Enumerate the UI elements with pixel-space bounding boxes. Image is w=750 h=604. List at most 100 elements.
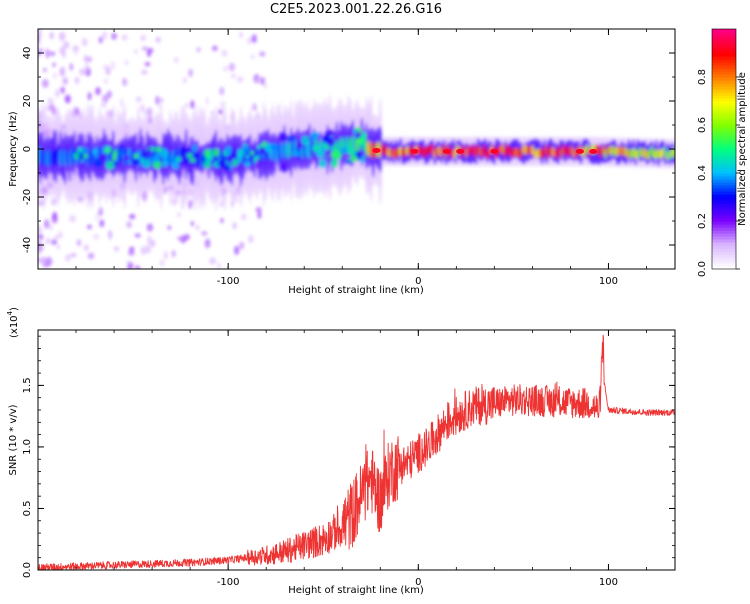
spectrogram-noise bbox=[87, 92, 92, 101]
colorbar-stripe bbox=[712, 203, 736, 207]
colorbar-stripe bbox=[712, 110, 736, 114]
spectrogram-noise bbox=[219, 86, 225, 96]
spectrogram-noise bbox=[151, 239, 155, 248]
spectrogram-peak bbox=[456, 148, 465, 154]
spectrogram-blob bbox=[166, 155, 173, 164]
colorbar-stripe bbox=[712, 179, 736, 183]
colorbar-stripe bbox=[712, 209, 736, 213]
colorbar: 0.0 0.2 0.4 0.6 0.8 Normalized spectral ampl… bbox=[697, 28, 748, 277]
y-tick-label: 1.5 bbox=[22, 377, 33, 393]
colorbar-gradient bbox=[712, 29, 736, 270]
colorbar-stripe bbox=[712, 221, 736, 225]
spectrogram-noise bbox=[69, 253, 77, 258]
spectrogram-noise bbox=[38, 250, 41, 256]
snr-series-line bbox=[38, 334, 675, 570]
spectrogram-noise bbox=[252, 103, 257, 112]
spectrogram-noise bbox=[140, 34, 146, 42]
x-tick-label: 0 bbox=[415, 276, 421, 287]
y-tick-label: 20 bbox=[22, 95, 33, 108]
colorbar-stripe bbox=[712, 227, 736, 231]
spectrogram-blob bbox=[224, 164, 231, 171]
colorbar-stripe bbox=[712, 260, 736, 264]
spectrogram-noise bbox=[59, 46, 66, 55]
spectrogram-blob bbox=[194, 152, 200, 162]
spectrogram-peak bbox=[490, 148, 499, 154]
spectrogram-noise bbox=[73, 49, 79, 55]
spectrogram-blob bbox=[78, 152, 85, 161]
spectrogram-noise bbox=[119, 97, 124, 108]
colorbar-stripe bbox=[712, 107, 736, 111]
spectrogram-noise bbox=[141, 46, 148, 52]
colorbar-stripe bbox=[712, 194, 736, 198]
colorbar-stripe bbox=[712, 140, 736, 144]
colorbar-stripe bbox=[712, 230, 736, 234]
spectrogram-blob bbox=[81, 147, 89, 154]
colorbar-stripe bbox=[712, 50, 736, 54]
y-tick-label: -20 bbox=[22, 189, 33, 205]
svg-text:(x104): (x104) bbox=[6, 307, 20, 338]
colorbar-stripe bbox=[712, 149, 736, 153]
spectrogram-noise bbox=[145, 244, 152, 254]
spectrogram-noise bbox=[65, 254, 71, 262]
spectrogram-noise bbox=[171, 249, 176, 258]
spectrogram-blob bbox=[119, 148, 125, 158]
spectrogram-noise bbox=[173, 56, 179, 64]
spectrogram-noise bbox=[190, 220, 194, 227]
colorbar-stripe bbox=[712, 53, 736, 57]
spectrogram-noise bbox=[52, 72, 58, 80]
spectrogram-noise bbox=[95, 87, 101, 96]
colorbar-stripe bbox=[712, 212, 736, 216]
spectrogram-blob bbox=[340, 147, 348, 155]
spectrogram-noise bbox=[76, 239, 82, 247]
spectrogram-noise bbox=[79, 68, 86, 76]
spectrogram-noise bbox=[38, 46, 41, 52]
colorbar-stripe bbox=[712, 266, 736, 270]
x-tick-label: -100 bbox=[217, 577, 240, 588]
spectrogram-blob bbox=[179, 146, 187, 155]
colorbar-stripe bbox=[712, 83, 736, 87]
spectrogram-blob bbox=[286, 135, 296, 142]
spectrogram-noise bbox=[221, 49, 228, 57]
colorbar-stripe bbox=[712, 122, 736, 126]
colorbar-stripe bbox=[712, 101, 736, 105]
spectrogram-blob bbox=[333, 150, 342, 160]
spectrogram-noise bbox=[94, 216, 101, 221]
spectrogram-blob bbox=[203, 160, 211, 169]
colorbar-stripe bbox=[712, 176, 736, 180]
colorbar-stripe bbox=[712, 239, 736, 243]
spectrogram-noise bbox=[263, 83, 268, 89]
spectrogram-noise bbox=[146, 223, 154, 232]
spectrogram-blob bbox=[243, 160, 251, 167]
spectrogram-noise bbox=[99, 219, 105, 228]
spectrogram-blob bbox=[203, 149, 210, 158]
spectrogram-blob bbox=[191, 144, 198, 153]
colorbar-stripe bbox=[712, 152, 736, 156]
colorbar-stripe bbox=[712, 137, 736, 141]
colorbar-stripe bbox=[712, 143, 736, 147]
spectrogram-noise bbox=[38, 223, 41, 230]
spectrogram-noise bbox=[83, 54, 88, 63]
spectrogram-noise bbox=[49, 223, 53, 231]
snr-panel: -100 0 100 0.0 0.5 1.0 1.5 Height of straight… bbox=[6, 307, 676, 596]
spectrogram-noise bbox=[41, 78, 49, 88]
colorbar-stripe bbox=[712, 104, 736, 108]
spectrogram-blob bbox=[255, 158, 261, 168]
colorbar-stripe bbox=[712, 206, 736, 210]
spectrogram-blob bbox=[174, 156, 182, 162]
colorbar-stripe bbox=[712, 224, 736, 228]
spectrogram-noise bbox=[52, 211, 57, 220]
spectrogram-noise bbox=[167, 225, 172, 231]
colorbar-stripe bbox=[712, 158, 736, 162]
spectrogram-noise bbox=[47, 97, 54, 106]
spectrogram-noise bbox=[140, 103, 145, 113]
spectrogram-noise bbox=[49, 31, 54, 40]
spectrogram-noise bbox=[52, 62, 56, 67]
spectrogram-noise bbox=[45, 256, 53, 266]
spectrogram-noise bbox=[259, 51, 266, 57]
spectrogram-noise bbox=[144, 62, 151, 67]
spectrogram-noise bbox=[146, 107, 153, 117]
colorbar-stripe bbox=[712, 257, 736, 261]
y-tick-label: 0.0 bbox=[22, 562, 33, 578]
colorbar-stripe bbox=[712, 41, 736, 45]
spectrogram-noise bbox=[107, 230, 113, 240]
